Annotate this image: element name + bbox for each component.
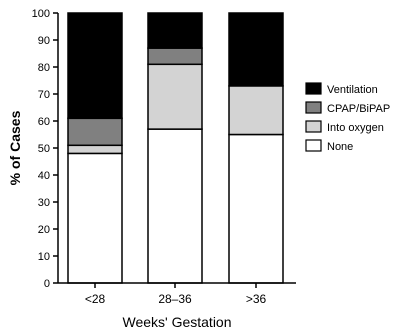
y-axis-title: % of Cases (7, 110, 23, 185)
legend-label-ventilation: Ventilation (327, 84, 378, 96)
bar-cpap-bipap-2 (147, 47, 203, 66)
bar-ventilation-1 (67, 12, 123, 120)
y-tick-label-10: 10 (38, 251, 50, 263)
y-tick-label-100: 100 (32, 8, 50, 20)
y-tick-label-90: 90 (38, 35, 50, 47)
legend-label-cpap-bipap: CPAP/BiPAP (327, 103, 390, 115)
y-tick-label-80: 80 (38, 62, 50, 74)
bar-none-2 (147, 128, 203, 284)
legend-swatch-into-oxygen (305, 120, 322, 133)
y-tick-label-50: 50 (38, 143, 50, 155)
legend: Ventilation CPAP/BiPAP Into oxygen None (305, 82, 390, 153)
y-tick-label-40: 40 (38, 170, 50, 182)
legend-label-into-oxygen: Into oxygen (327, 122, 384, 134)
y-tick-label-30: 30 (38, 197, 50, 209)
plot-area: <28 28–36 >36 0 10 20 30 40 50 60 70 80 90 100 (32, 8, 296, 306)
bar-ventilation-2 (147, 12, 203, 49)
legend-label-none: None (327, 141, 353, 153)
y-tick-label-70: 70 (38, 89, 50, 101)
legend-swatch-none (305, 139, 322, 152)
y-tick-label-0: 0 (44, 278, 50, 290)
bar-cpap-bipap-1 (67, 117, 123, 147)
x-tick-label-3: >36 (246, 292, 267, 306)
y-tick-label-20: 20 (38, 224, 50, 236)
x-tick-label-2: 28–36 (158, 292, 192, 306)
bar-none-3 (228, 133, 284, 284)
legend-swatch-cpap-bipap (305, 101, 322, 114)
y-tick-label-60: 60 (38, 116, 50, 128)
bar-into-oxygen-3 (228, 85, 284, 136)
bar-into-oxygen-1 (67, 144, 123, 155)
bar-ventilation-3 (228, 12, 284, 87)
x-tick-label-1: <28 (85, 292, 106, 306)
legend-swatch-ventilation (305, 82, 322, 95)
x-axis-title: Weeks' Gestation (122, 314, 231, 330)
bar-none-1 (67, 152, 123, 284)
bar-into-oxygen-2 (147, 63, 203, 130)
